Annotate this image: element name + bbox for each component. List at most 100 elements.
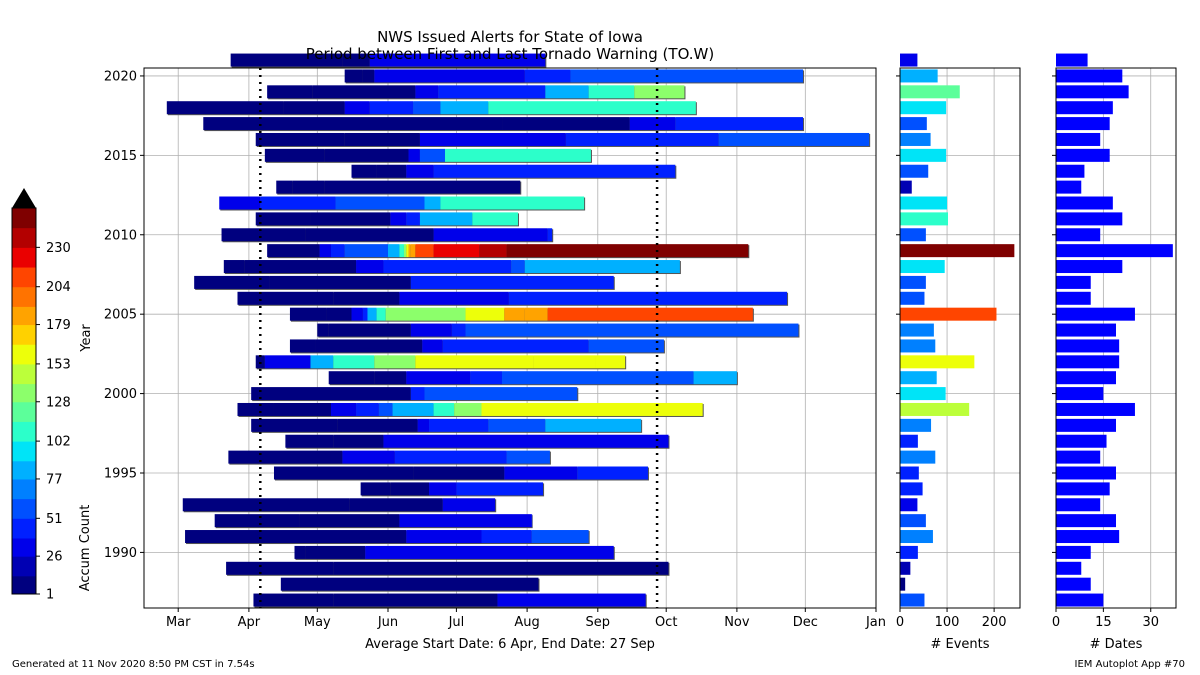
timeline-segment xyxy=(333,291,400,305)
x-tick-label: Jul xyxy=(448,615,465,630)
timeline-segment xyxy=(260,196,336,210)
timeline-segment xyxy=(675,117,804,131)
timeline-segment xyxy=(374,371,407,385)
chart-subtitle: Period between First and Last Tornado Wa… xyxy=(306,45,714,63)
timeline-segment xyxy=(419,148,446,162)
timeline-segment xyxy=(524,307,548,321)
timeline-segment xyxy=(324,180,521,194)
timeline-segment xyxy=(408,244,411,258)
timeline-segment xyxy=(406,212,420,226)
timeline-segment xyxy=(410,244,416,258)
timeline-segment xyxy=(481,530,532,544)
timeline-segment xyxy=(504,466,578,480)
timeline-segment xyxy=(230,53,343,67)
timeline-segment xyxy=(305,228,434,242)
timeline-segment xyxy=(289,339,316,353)
side-bar xyxy=(900,530,933,544)
side-bar xyxy=(1056,260,1123,274)
side-bar xyxy=(1056,53,1088,67)
timeline-segment xyxy=(488,418,546,432)
timeline-segment xyxy=(419,212,473,226)
side-bar xyxy=(1056,275,1091,289)
timeline-segment xyxy=(465,307,505,321)
colorbar-tick-label: 102 xyxy=(46,435,71,450)
colorbar-swatch xyxy=(12,518,36,539)
timeline-row xyxy=(214,514,533,529)
timeline-row xyxy=(264,148,592,163)
timeline-segment xyxy=(283,101,345,115)
y-tick-label: 1995 xyxy=(104,467,137,482)
timeline-segment xyxy=(319,244,331,258)
side-bar xyxy=(1056,291,1091,305)
timeline-segment xyxy=(356,260,384,274)
y-tick-label: 2015 xyxy=(104,149,137,164)
colorbar-swatch xyxy=(12,498,36,519)
timeline-segment xyxy=(440,196,585,210)
side-bar xyxy=(900,545,918,559)
side-x-tick-label: 0 xyxy=(896,615,904,630)
side-bar xyxy=(900,561,911,575)
events-axes: 0 100 200 xyxy=(896,53,1021,630)
side-bar xyxy=(1056,85,1129,99)
colorbar-swatch xyxy=(12,286,36,307)
colorbar-swatch xyxy=(12,267,36,288)
side-bar xyxy=(1056,228,1101,242)
timeline-segment xyxy=(415,85,439,99)
colorbar-tick-label: 230 xyxy=(46,241,71,256)
colorbar-swatch xyxy=(12,324,36,345)
timeline-segment xyxy=(502,117,630,131)
side-bar xyxy=(1056,418,1116,432)
timeline-row xyxy=(251,418,643,433)
side-bar xyxy=(900,244,1015,258)
timeline-segment xyxy=(299,514,400,528)
timeline-segment xyxy=(344,69,363,83)
timeline-segment xyxy=(273,466,414,480)
timeline-segment xyxy=(292,180,325,194)
side-x-tick-label: 0 xyxy=(1052,615,1060,630)
side-bar xyxy=(1056,593,1104,607)
timeline-segment xyxy=(333,355,375,369)
timeline-segment xyxy=(399,244,404,258)
dates-axes: 0 15 30 xyxy=(1052,53,1177,630)
side-bar xyxy=(1056,371,1116,385)
timeline-row xyxy=(289,307,754,322)
footer-generated: Generated at 11 Nov 2020 8:50 PM CST in … xyxy=(12,659,255,670)
timeline-segment xyxy=(273,402,331,416)
timeline-segment xyxy=(376,307,386,321)
timeline-row xyxy=(273,466,649,481)
side-bar xyxy=(900,514,926,528)
side-bar xyxy=(900,212,948,226)
timeline-segment xyxy=(508,291,788,305)
timeline-segment xyxy=(365,545,614,559)
x-tick-label: Nov xyxy=(724,615,750,630)
timeline-segment xyxy=(506,450,550,464)
colorbar-swatch xyxy=(12,575,36,595)
side-bar xyxy=(1056,498,1101,512)
timeline-segment xyxy=(317,323,329,337)
timeline-row xyxy=(182,498,497,513)
timeline-segment xyxy=(344,244,388,258)
timeline-segment xyxy=(330,450,343,464)
timeline-row xyxy=(255,355,627,370)
timeline-segment xyxy=(629,117,676,131)
timeline-segment xyxy=(203,117,503,131)
timeline-segment xyxy=(223,260,245,274)
timeline-segment xyxy=(276,180,293,194)
timeline-segment xyxy=(445,148,591,162)
timeline-segment xyxy=(481,402,703,416)
timeline-segment xyxy=(433,164,676,178)
side-bar xyxy=(1056,545,1091,559)
side-bar xyxy=(900,593,925,607)
timeline-segment xyxy=(415,244,434,258)
timeline-segment xyxy=(253,593,334,607)
timeline-segment xyxy=(251,387,259,401)
timeline-segment xyxy=(344,132,420,146)
side-x-tick-label: 30 xyxy=(1142,615,1159,630)
timeline-row xyxy=(237,402,704,417)
side-bar xyxy=(900,339,936,353)
timeline-row xyxy=(230,53,547,68)
colorbar-extend-arrow xyxy=(12,188,36,208)
colorbar-swatch xyxy=(12,460,36,480)
timeline-segment xyxy=(406,244,409,258)
side-bar xyxy=(1056,101,1113,115)
